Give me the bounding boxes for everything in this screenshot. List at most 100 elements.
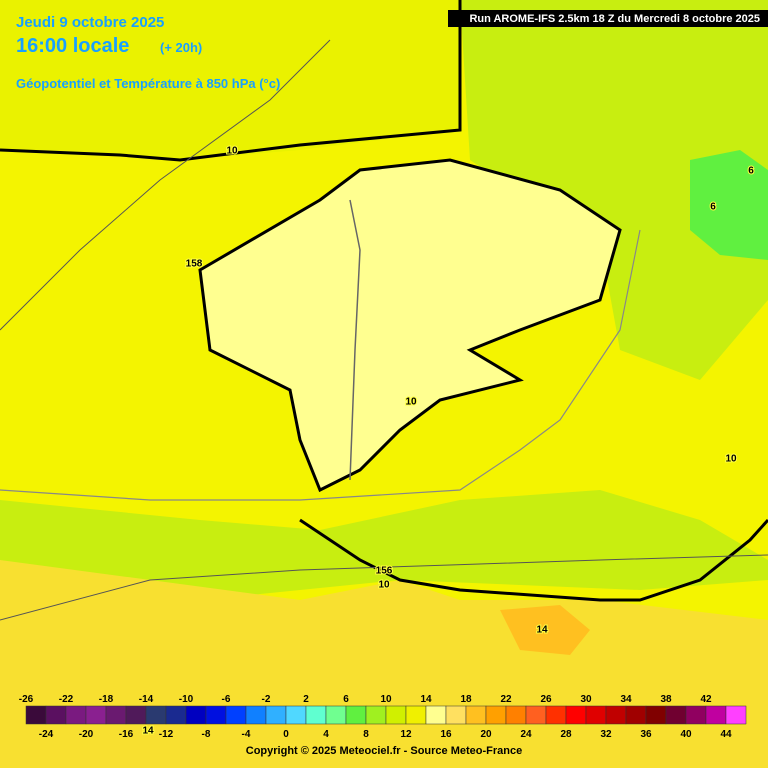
colorbar-label: -12 bbox=[159, 729, 174, 740]
colorbar-label: 30 bbox=[580, 694, 592, 705]
colorbar-label: -10 bbox=[179, 694, 194, 705]
contour-label: 10 bbox=[226, 146, 238, 157]
colorbar-swatch bbox=[605, 705, 627, 725]
colorbar-swatch bbox=[485, 705, 507, 725]
colorbar-label: 40 bbox=[680, 729, 692, 740]
field-label: Géopotentiel et Température à 850 hPa (°… bbox=[16, 76, 280, 91]
colorbar-swatch bbox=[365, 705, 387, 725]
colorbar-label: -24 bbox=[39, 729, 54, 740]
contour-label: 14 bbox=[142, 726, 154, 737]
colorbar-label: 8 bbox=[363, 729, 369, 740]
contour-label: 156 bbox=[376, 566, 393, 577]
colorbar-label: -14 bbox=[139, 694, 154, 705]
colorbar-label: -16 bbox=[119, 729, 134, 740]
border bbox=[0, 229, 641, 501]
run-label: Run AROME-IFS 2.5km 18 Z du Mercredi 8 o… bbox=[469, 13, 760, 25]
colorbar-swatch bbox=[145, 705, 167, 725]
colorbar-label: -4 bbox=[242, 729, 251, 740]
date-label: Jeudi 9 octobre 2025 bbox=[16, 14, 164, 31]
colorbar-swatch bbox=[705, 705, 727, 725]
colorbar-swatch bbox=[85, 705, 107, 725]
colorbar-label: 10 bbox=[380, 694, 392, 705]
colorbar-swatch bbox=[325, 705, 347, 725]
colorbar-swatch bbox=[305, 705, 327, 725]
colorbar-label: 4 bbox=[323, 729, 329, 740]
colorbar-swatch bbox=[385, 705, 407, 725]
colorbar-label: 28 bbox=[560, 729, 572, 740]
colorbar-label: 42 bbox=[700, 694, 712, 705]
colorbar-swatch bbox=[565, 705, 587, 725]
contour-label: 10 bbox=[405, 397, 417, 408]
colorbar-label: -2 bbox=[262, 694, 271, 705]
colorbar-label: 20 bbox=[480, 729, 492, 740]
colorbar-swatch bbox=[685, 705, 707, 725]
colorbar-swatch bbox=[265, 705, 287, 725]
colorbar-label: 14 bbox=[420, 694, 432, 705]
colorbar-label: -18 bbox=[99, 694, 114, 705]
colorbar-swatch bbox=[585, 705, 607, 725]
colorbar-swatch bbox=[345, 705, 367, 725]
colorbar-label: 6 bbox=[343, 694, 349, 705]
field-northeast bbox=[460, 0, 768, 380]
colorbar-swatch bbox=[165, 705, 187, 725]
colorbar-label: 12 bbox=[400, 729, 412, 740]
contour-label: 14 bbox=[536, 625, 548, 636]
colorbar-swatch bbox=[105, 705, 127, 725]
colorbar-label: -20 bbox=[79, 729, 94, 740]
colorbar-swatch bbox=[465, 705, 487, 725]
colorbar-swatch bbox=[45, 705, 67, 725]
colorbar-swatch bbox=[225, 705, 247, 725]
time-label: 16:00 locale bbox=[16, 35, 129, 57]
colorbar-label: -8 bbox=[202, 729, 211, 740]
contour-156 bbox=[0, 554, 768, 621]
contour-label: 158 bbox=[186, 259, 203, 270]
colorbar-swatch bbox=[625, 705, 647, 725]
colorbar-swatch bbox=[205, 705, 227, 725]
contour-10-north bbox=[0, 0, 462, 162]
field-cold bbox=[690, 150, 768, 260]
river bbox=[349, 199, 361, 481]
colorbar-swatch bbox=[285, 705, 307, 725]
colorbar-label: 34 bbox=[620, 694, 632, 705]
colorbar-label: 26 bbox=[540, 694, 552, 705]
contour-label: 10 bbox=[378, 580, 390, 591]
lead-label: (+ 20h) bbox=[160, 40, 202, 55]
colorbar-swatch bbox=[185, 705, 207, 725]
colorbar-label: 16 bbox=[440, 729, 452, 740]
colorbar-swatch bbox=[505, 705, 527, 725]
copyright: Copyright © 2025 Meteociel.fr - Source M… bbox=[246, 745, 522, 757]
colorbar-label: 22 bbox=[500, 694, 512, 705]
field-north bbox=[0, 0, 460, 160]
colorbar-label: 2 bbox=[303, 694, 309, 705]
colorbar-label: 24 bbox=[520, 729, 532, 740]
colorbar-swatch bbox=[525, 705, 547, 725]
colorbar-label: 38 bbox=[660, 694, 672, 705]
field-band bbox=[0, 490, 768, 600]
colorbar-swatch bbox=[125, 705, 147, 725]
colorbar-swatch bbox=[725, 705, 747, 725]
contour-10-south bbox=[299, 518, 768, 602]
colorbar-label: 18 bbox=[460, 694, 472, 705]
colorbar-swatch bbox=[245, 705, 267, 725]
colorbar-label: 44 bbox=[720, 729, 732, 740]
colorbar-swatch bbox=[65, 705, 87, 725]
contour-10 bbox=[198, 158, 622, 493]
run-box bbox=[448, 10, 768, 27]
colorbar-label: -6 bbox=[222, 694, 231, 705]
colorbar-label: 36 bbox=[640, 729, 652, 740]
colorbar-label: 0 bbox=[283, 729, 289, 740]
colorbar-label: -26 bbox=[19, 694, 34, 705]
colorbar-swatch bbox=[645, 705, 667, 725]
colorbar-swatch bbox=[545, 705, 567, 725]
contour-label: 6 bbox=[710, 202, 716, 213]
colorbar-label: -22 bbox=[59, 694, 74, 705]
colorbar-swatch bbox=[405, 705, 427, 725]
colorbar-swatch bbox=[25, 705, 47, 725]
colorbar-swatch bbox=[665, 705, 687, 725]
colorbar-label: 32 bbox=[600, 729, 612, 740]
field-warm bbox=[500, 605, 590, 655]
contour-label: 10 bbox=[725, 454, 737, 465]
contour-label: 6 bbox=[748, 166, 754, 177]
